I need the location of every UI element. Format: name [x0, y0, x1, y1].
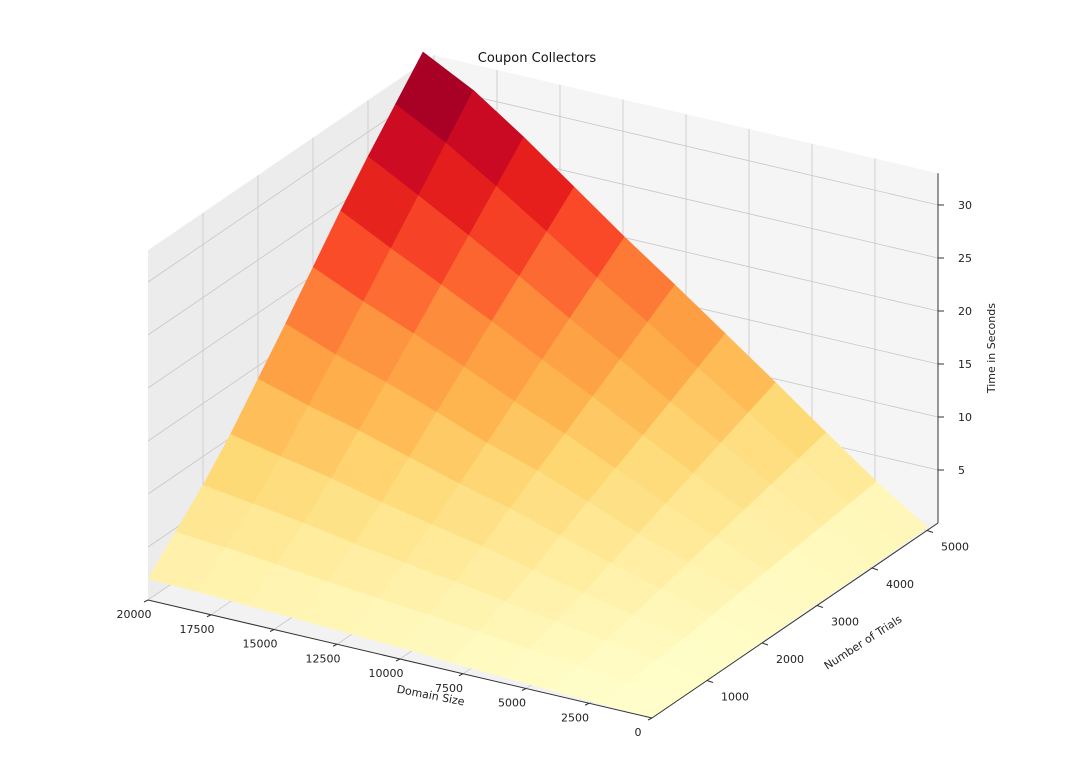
x-tick-label: 20000	[117, 608, 152, 621]
x-tick-label: 10000	[369, 667, 404, 680]
x-tick-label: 12500	[306, 652, 341, 665]
y-tick-label: 5000	[941, 541, 969, 554]
z-tick-label: 10	[958, 411, 972, 424]
x-tick-mark	[647, 717, 653, 721]
y-tick-mark	[761, 642, 769, 646]
y-tick-mark	[871, 567, 879, 571]
y-tick-label: 3000	[831, 616, 859, 629]
y-tick-label: 1000	[721, 691, 749, 704]
x-tick-label: 15000	[243, 638, 278, 651]
x-tick-mark	[332, 643, 338, 647]
axes: 0 2500 5000 7500 10000 12500 15000 17500 20000 10…	[117, 173, 972, 739]
z-tick-label: 15	[958, 358, 972, 371]
y-tick-label: 4000	[886, 578, 914, 591]
surface-mesh	[147, 51, 928, 719]
y-axis-line	[651, 522, 939, 719]
x-tick-mark	[206, 614, 212, 618]
x-tick-label: 2500	[561, 711, 589, 724]
x-tick-mark	[521, 688, 527, 691]
z-tick-label: 25	[958, 252, 972, 265]
z-tick-label: 30	[958, 199, 972, 212]
x-tick-mark	[269, 629, 275, 632]
z-tick-label: 20	[958, 305, 972, 318]
y-tick-mark	[926, 530, 934, 533]
x-tick-label: 0	[635, 726, 642, 739]
x-tick-label: 5000	[498, 697, 526, 710]
x-tick-mark	[458, 673, 464, 677]
chart-title: Coupon Collectors	[478, 51, 597, 66]
z-axis-label: Time in Seconds	[985, 303, 998, 394]
x-tick-label: 7500	[435, 682, 463, 695]
y-tick-mark	[706, 680, 714, 683]
x-tick-mark	[395, 658, 401, 662]
z-tick-label: 5	[958, 464, 965, 477]
x-tick-label: 17500	[180, 623, 215, 636]
y-tick-mark	[816, 605, 824, 608]
x-tick-mark	[584, 702, 590, 706]
x-tick-mark	[143, 599, 149, 603]
y-tick-label: 2000	[776, 653, 804, 666]
